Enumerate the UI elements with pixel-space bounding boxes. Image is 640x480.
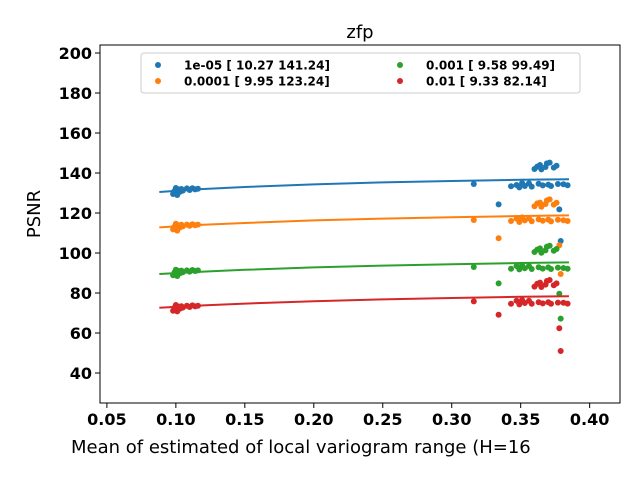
chart-title: zfp — [346, 22, 373, 43]
data-point-series-2-28 — [539, 265, 546, 272]
data-point-series-0-15 — [495, 201, 502, 208]
data-point-series-1-16 — [508, 218, 515, 224]
data-point-series-3-18 — [516, 301, 523, 308]
x-tick-label-1: 0.10 — [156, 410, 195, 429]
fit-line-series-0 — [159, 178, 569, 193]
data-point-series-3-37 — [556, 325, 563, 332]
y-tick-label-4: 120 — [59, 204, 92, 223]
y-tick-label-5: 140 — [59, 164, 92, 183]
y-tick-label-3: 100 — [59, 244, 92, 263]
data-point-series-3-13 — [194, 302, 201, 309]
y-tick-label-2: 80 — [70, 284, 92, 303]
data-point-series-0-22 — [528, 183, 535, 190]
data-point-series-0-36 — [554, 181, 561, 187]
data-point-series-3-28 — [539, 300, 546, 307]
x-tick-label-0: 0.05 — [87, 410, 126, 429]
legend-box — [140, 52, 581, 94]
data-point-series-2-33 — [548, 266, 555, 272]
data-point-series-3-15 — [495, 311, 502, 318]
data-point-series-2-40 — [564, 265, 571, 272]
y-tick-label-8: 200 — [59, 44, 92, 63]
data-point-series-0-13 — [194, 185, 201, 192]
y-tick-label-7: 180 — [59, 84, 92, 103]
data-point-series-2-15 — [495, 280, 502, 287]
data-point-series-1-33 — [548, 218, 555, 225]
legend-label-3: 0.01 [ 9.33 82.14] — [426, 75, 547, 89]
data-point-series-0-37 — [556, 206, 563, 213]
data-point-series-0-18 — [516, 184, 523, 191]
legend: 1e-05 [ 10.27 141.24] 0.0001 [ 9.95 123.2… — [140, 52, 581, 94]
x-tick-label-2: 0.15 — [225, 410, 264, 429]
fit-line-series-1 — [159, 214, 569, 229]
fit-line-series-3 — [159, 295, 569, 309]
data-point-series-2-37 — [556, 290, 563, 297]
fit-line-series-2 — [159, 261, 569, 275]
data-point-series-1-40 — [564, 218, 571, 224]
data-point-series-3-36 — [554, 299, 561, 306]
data-point-series-2-38 — [557, 315, 564, 322]
x-tick-label-5: 0.30 — [432, 410, 471, 429]
data-point-series-2-32 — [546, 242, 553, 249]
axes: 0.05 0.10 0.15 0.20 0.25 0.30 0.35 0.40 40 60 80 10… — [59, 44, 621, 429]
legend-label-1: 0.0001 [ 9.95 123.24] — [184, 75, 330, 89]
data-point-series-0-35 — [553, 162, 560, 169]
x-tick-label-7: 0.40 — [570, 410, 609, 429]
data-point-series-3-14 — [470, 298, 477, 305]
y-tick-label-1: 60 — [70, 324, 92, 343]
data-point-series-1-32 — [546, 196, 553, 203]
data-point-series-1-28 — [539, 217, 546, 224]
legend-label-2: 0.001 [ 9.58 99.49] — [426, 59, 555, 73]
data-point-series-0-33 — [548, 183, 555, 189]
data-point-series-3-38 — [557, 348, 564, 354]
data-point-series-1-38 — [557, 271, 564, 277]
data-point-series-2-16 — [508, 265, 515, 272]
data-point-series-2-36 — [554, 264, 561, 271]
x-tick-label-3: 0.20 — [294, 410, 333, 429]
data-point-series-1-22 — [528, 218, 535, 225]
data-point-series-2-22 — [528, 266, 535, 272]
x-tick-label-4: 0.25 — [363, 410, 402, 429]
data-point-series-3-35 — [553, 280, 560, 287]
legend-marker-0 — [155, 62, 161, 68]
data-point-series-1-13 — [194, 221, 201, 228]
data-point-series-0-14 — [470, 181, 477, 187]
legend-marker-2 — [397, 62, 403, 68]
data-point-series-1-35 — [553, 199, 560, 206]
data-point-series-1-15 — [495, 235, 502, 242]
data-point-series-2-13 — [194, 267, 201, 274]
data-point-series-0-16 — [508, 183, 515, 190]
plot-area — [159, 159, 571, 354]
x-axis-label: Mean of estimated of local variogram ran… — [71, 437, 531, 458]
legend-marker-3 — [397, 78, 403, 84]
data-point-series-3-40 — [564, 300, 571, 307]
y-tick-label-0: 40 — [70, 364, 92, 383]
legend-label-0: 1e-05 [ 10.27 141.24] — [184, 59, 330, 73]
legend-marker-1 — [155, 78, 161, 84]
y-tick-label-6: 160 — [59, 124, 92, 143]
data-point-series-1-18 — [516, 219, 523, 225]
data-point-series-1-14 — [470, 217, 477, 223]
data-point-series-0-32 — [546, 159, 553, 166]
data-point-series-3-22 — [528, 300, 535, 307]
y-axis-label: PSNR — [24, 190, 45, 238]
data-point-series-2-35 — [553, 246, 560, 252]
data-point-series-0-40 — [564, 182, 571, 189]
data-point-series-3-33 — [548, 300, 555, 307]
x-tick-label-6: 0.35 — [501, 410, 540, 429]
data-point-series-2-14 — [470, 264, 477, 270]
axes-frame — [99, 44, 621, 404]
data-point-series-3-16 — [508, 300, 515, 307]
data-point-series-3-32 — [546, 277, 553, 283]
data-point-series-1-36 — [554, 216, 561, 223]
data-point-series-0-28 — [539, 182, 546, 189]
